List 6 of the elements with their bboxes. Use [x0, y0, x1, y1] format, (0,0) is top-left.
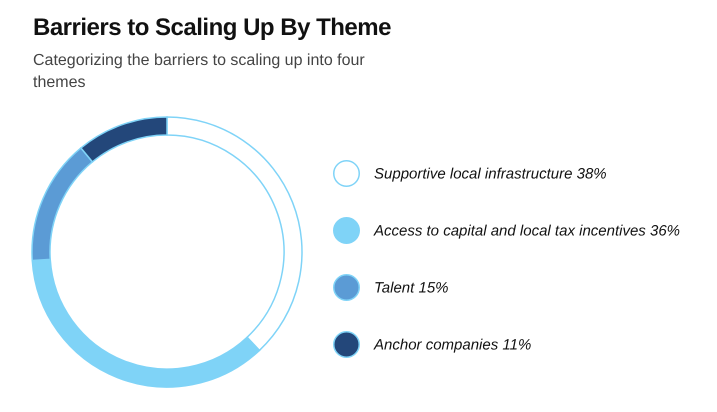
legend-label: Supportive local infrastructure 38%: [374, 166, 607, 182]
legend-label: Anchor companies 11%: [373, 336, 532, 354]
chart-subtitle: Categorizing the barriers to scaling up into four themes: [33, 51, 366, 93]
legend-label: Access to capital and local tax incentives 36%: [373, 222, 680, 240]
chart-title: Barriers to Scaling Up By Theme: [33, 14, 391, 42]
legend-label: Talent 15%: [374, 280, 449, 296]
